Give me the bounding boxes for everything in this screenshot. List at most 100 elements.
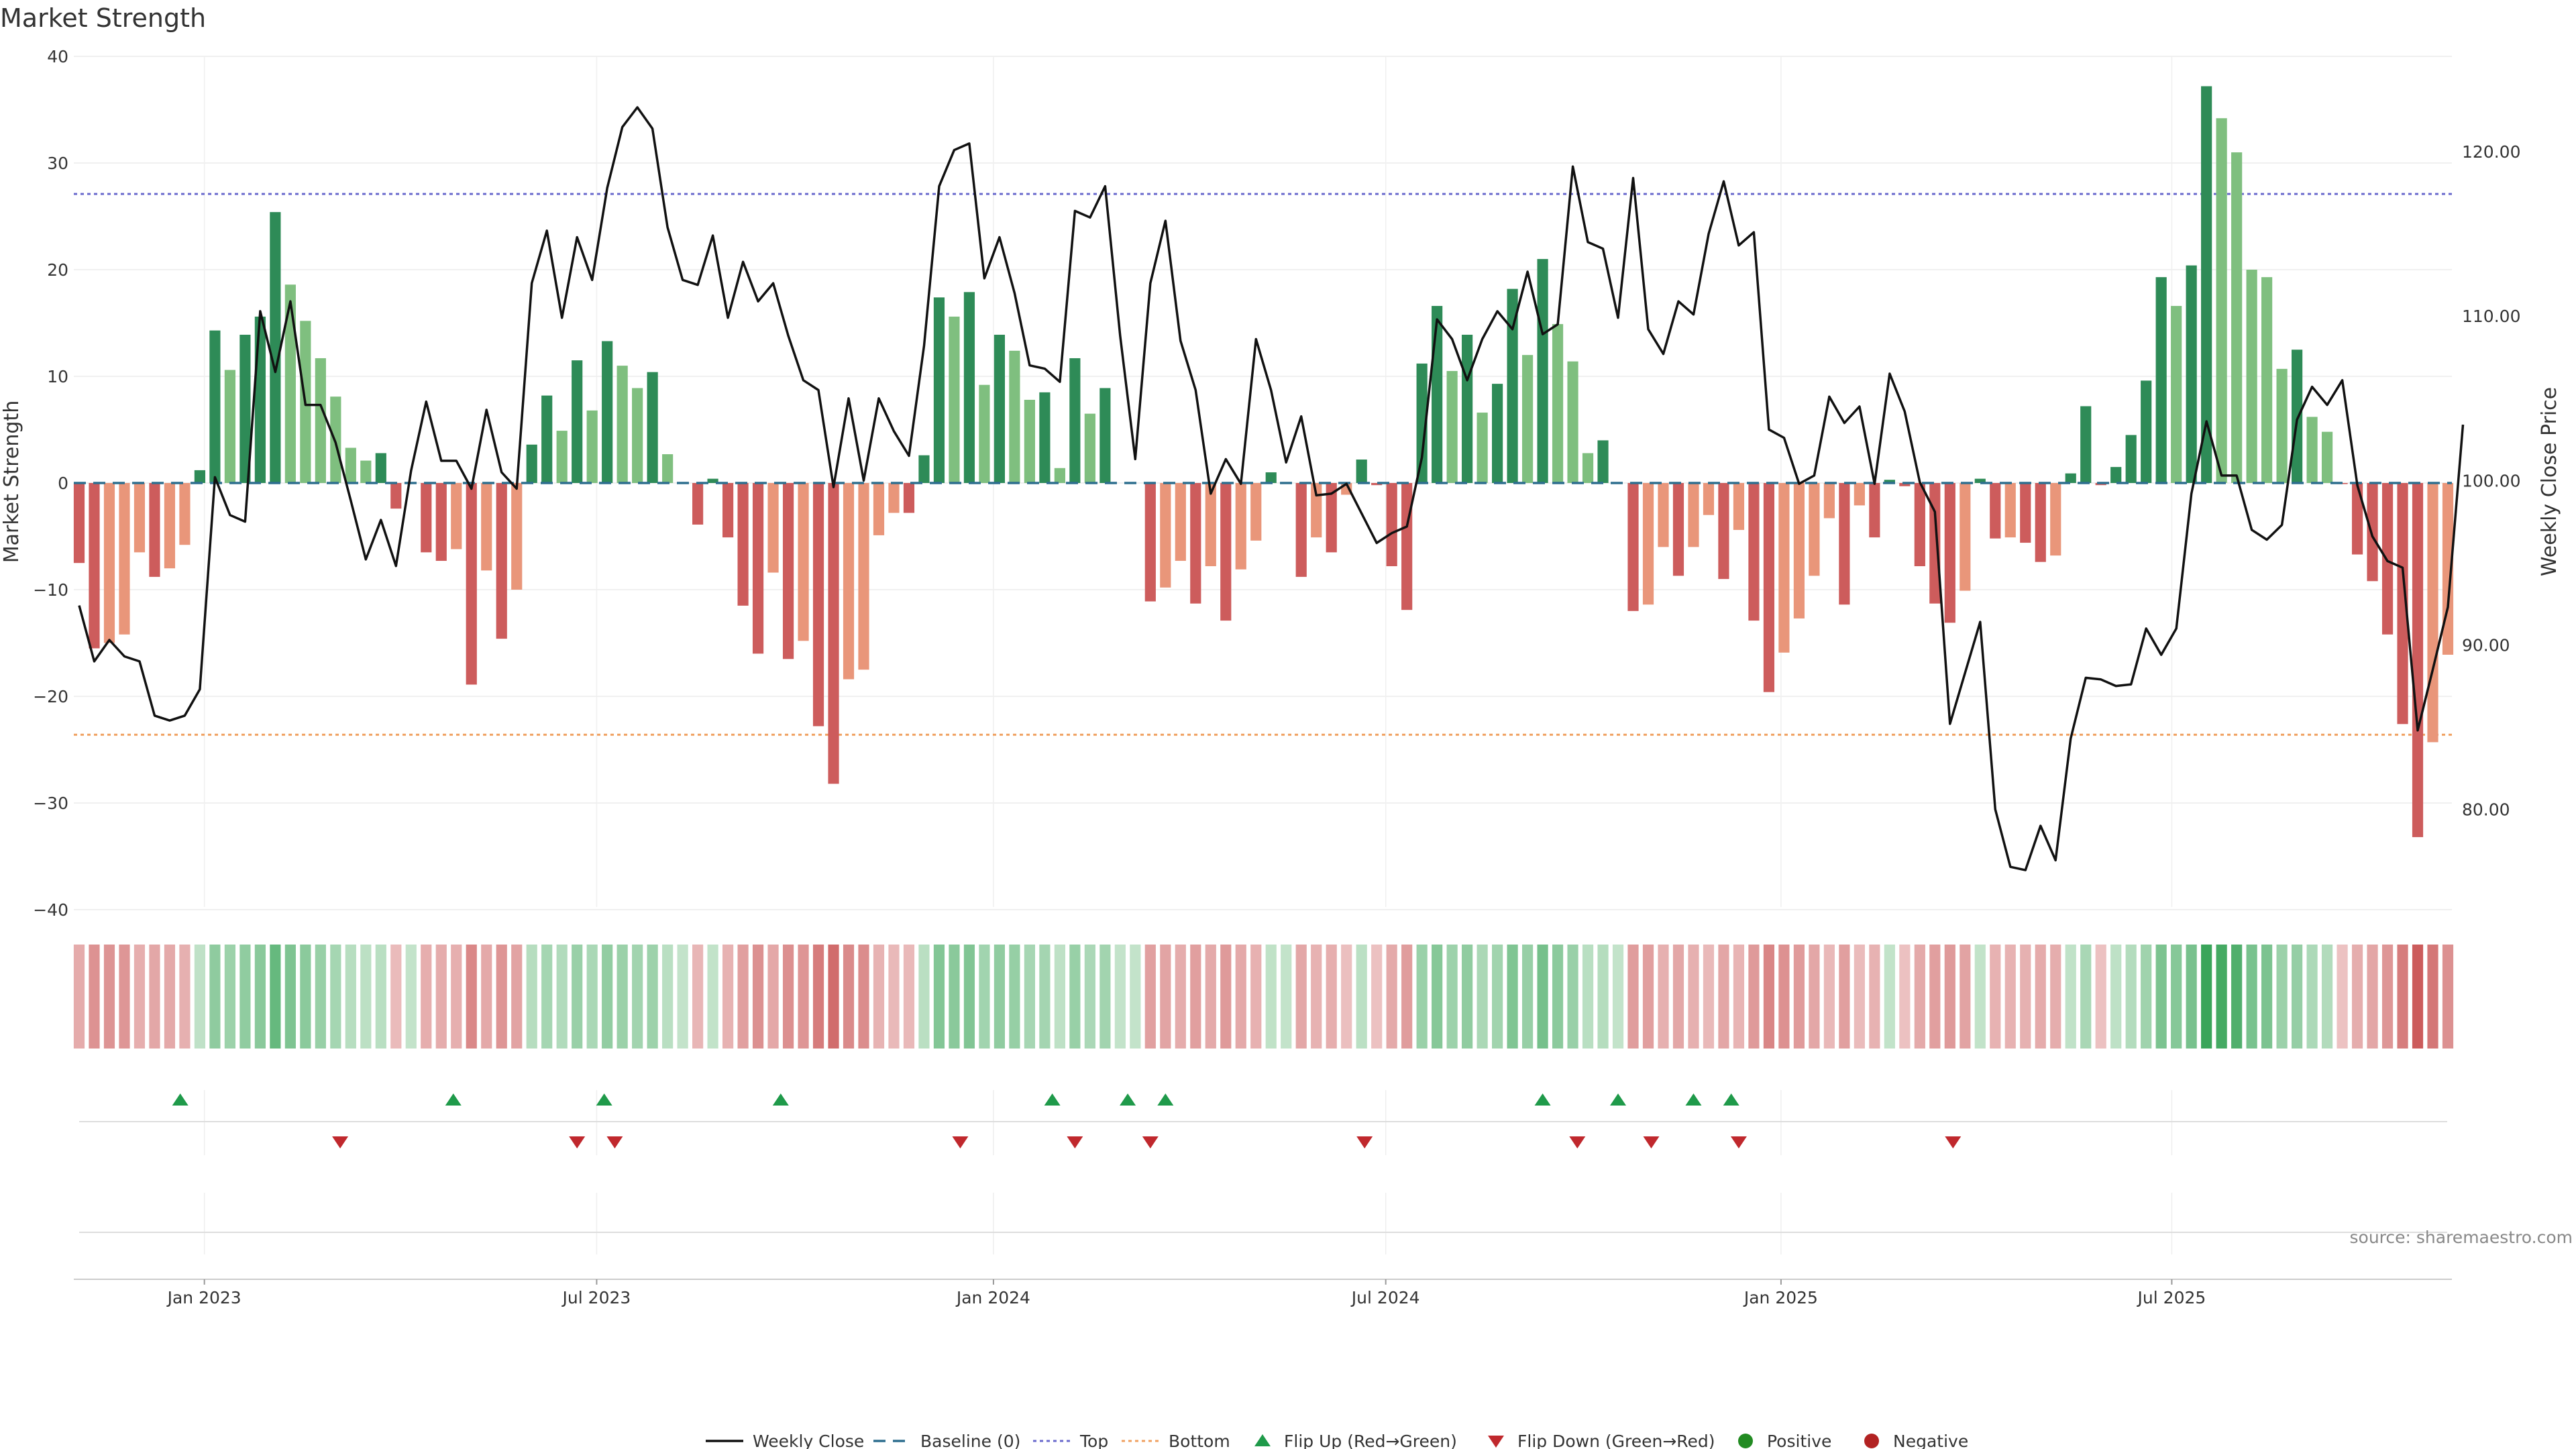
heat-cell bbox=[933, 945, 945, 1049]
heat-cell bbox=[2276, 945, 2288, 1049]
strength-bar bbox=[375, 453, 386, 483]
strength-bar bbox=[1446, 371, 1458, 483]
heat-cell bbox=[2020, 945, 2031, 1049]
heat-cell bbox=[1477, 945, 1488, 1049]
strength-bar bbox=[2306, 417, 2318, 483]
flip-down-marker bbox=[952, 1136, 969, 1148]
heat-cell bbox=[556, 945, 568, 1049]
heat-cell bbox=[239, 945, 251, 1049]
heat-cell bbox=[451, 945, 462, 1049]
strength-bar bbox=[2125, 435, 2137, 483]
strength-bar bbox=[616, 366, 628, 483]
heat-cell bbox=[2171, 945, 2182, 1049]
strength-bar bbox=[1099, 388, 1111, 483]
flip-down-marker bbox=[332, 1136, 349, 1148]
heat-cell bbox=[994, 945, 1006, 1049]
heat-cell bbox=[1718, 945, 1729, 1049]
heat-cell bbox=[1265, 945, 1277, 1049]
heat-cell bbox=[1627, 945, 1639, 1049]
y-tick-label: −40 bbox=[33, 900, 68, 920]
strength-bar bbox=[133, 483, 146, 553]
heat-cell bbox=[949, 945, 960, 1049]
strength-bar bbox=[798, 483, 809, 641]
strength-bar bbox=[1990, 483, 2001, 539]
heat-cell bbox=[586, 945, 598, 1049]
strength-bar bbox=[1809, 483, 1820, 576]
strength-bar bbox=[662, 454, 674, 483]
strength-bar bbox=[1733, 483, 1745, 530]
strength-bar bbox=[1477, 413, 1488, 483]
heat-cell bbox=[662, 945, 674, 1049]
strength-bar bbox=[1160, 483, 1171, 588]
heat-cell bbox=[1567, 945, 1578, 1049]
flip-up-marker bbox=[1120, 1093, 1136, 1106]
y2-tick-label: 110.00 bbox=[2462, 307, 2520, 326]
heat-cell bbox=[1462, 945, 1473, 1049]
strength-bar bbox=[737, 483, 749, 606]
strength-bar bbox=[1537, 259, 1548, 483]
strength-bar bbox=[556, 431, 568, 483]
heat-cell bbox=[858, 945, 869, 1049]
heat-cell bbox=[1356, 945, 1367, 1049]
heat-cell bbox=[345, 945, 356, 1049]
strength-bar bbox=[451, 483, 462, 549]
heat-cell bbox=[2110, 945, 2122, 1049]
heat-cell bbox=[1929, 945, 1941, 1049]
heat-cell bbox=[1960, 945, 1971, 1049]
legend-label: Flip Up (Red→Green) bbox=[1284, 1432, 1457, 1449]
heat-cell bbox=[2201, 945, 2212, 1049]
heat-cell bbox=[979, 945, 990, 1049]
heat-cell bbox=[1974, 945, 1986, 1049]
flip-down-marker bbox=[1945, 1136, 1962, 1148]
strength-bar bbox=[1175, 483, 1186, 561]
heat-cell bbox=[1281, 945, 1292, 1049]
heat-cell bbox=[1899, 945, 1911, 1049]
heat-cell bbox=[2291, 945, 2303, 1049]
strength-bar bbox=[89, 483, 100, 649]
heat-cell bbox=[616, 945, 628, 1049]
strength-bar bbox=[1944, 483, 1955, 623]
heat-cell bbox=[722, 945, 734, 1049]
heat-cell bbox=[647, 945, 658, 1049]
heat-cell bbox=[390, 945, 402, 1049]
strength-bar bbox=[692, 483, 704, 525]
strength-bar bbox=[284, 284, 296, 483]
heat-cell bbox=[1658, 945, 1669, 1049]
heat-cell bbox=[164, 945, 176, 1049]
heat-cell bbox=[1326, 945, 1337, 1049]
strength-bar bbox=[2201, 86, 2212, 483]
strength-bar bbox=[1492, 384, 1503, 483]
heat-cell bbox=[918, 945, 930, 1049]
strength-bar bbox=[390, 483, 402, 509]
strength-bar bbox=[632, 388, 643, 483]
strength-bar bbox=[270, 212, 281, 483]
x-tick-label: Jan 2023 bbox=[166, 1288, 241, 1307]
flip-up-marker bbox=[772, 1093, 789, 1106]
strength-bar bbox=[2412, 483, 2424, 837]
x-tick-label: Jul 2023 bbox=[561, 1288, 631, 1307]
heat-cell bbox=[828, 945, 839, 1049]
heat-cell bbox=[1386, 945, 1397, 1049]
heat-cell bbox=[903, 945, 915, 1049]
heat-cell bbox=[1854, 945, 1865, 1049]
flip-down-marker bbox=[1643, 1136, 1660, 1148]
heat-cell bbox=[1823, 945, 1835, 1049]
heat-cell bbox=[1341, 945, 1352, 1049]
legend-label: Bottom bbox=[1169, 1432, 1230, 1449]
strength-bar bbox=[2261, 277, 2273, 483]
heat-cell bbox=[2367, 945, 2378, 1049]
strength-bar bbox=[1793, 483, 1805, 619]
heat-cell bbox=[315, 945, 326, 1049]
x-tick-label: Jan 2025 bbox=[1743, 1288, 1818, 1307]
heat-cell bbox=[194, 945, 206, 1049]
heat-cell bbox=[1552, 945, 1564, 1049]
heat-cell bbox=[1778, 945, 1790, 1049]
heat-cell bbox=[1054, 945, 1065, 1049]
y-tick-label: 40 bbox=[47, 47, 68, 66]
strength-bar bbox=[647, 372, 658, 483]
strength-bar bbox=[949, 316, 960, 483]
strength-bar bbox=[1552, 324, 1564, 483]
heat-cell bbox=[1914, 945, 1925, 1049]
heat-cell bbox=[2246, 945, 2257, 1049]
strength-bar bbox=[1869, 483, 1880, 538]
